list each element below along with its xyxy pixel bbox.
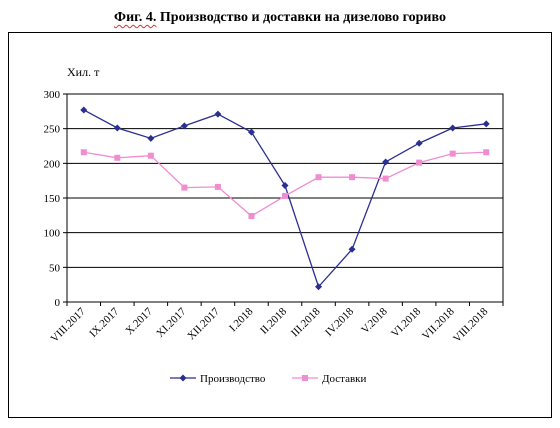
series-1-point: [449, 124, 457, 132]
series-1-point: [113, 124, 121, 132]
chart-title-rest: Производство и доставки на дизелово гори…: [156, 10, 446, 25]
series-2-point: [214, 183, 221, 190]
x-tick-label: III.2018: [289, 305, 323, 339]
x-tick-label: VI.2018: [389, 305, 424, 340]
series-1-point: [415, 139, 423, 147]
series-1-point: [315, 283, 323, 291]
x-tick-label: X.2017: [123, 305, 155, 337]
legend: Производство Доставки: [170, 373, 367, 385]
x-tick-label: I.2018: [227, 305, 256, 334]
x-tick-label: II.2018: [258, 305, 290, 337]
y-tick-label: 50: [49, 262, 61, 274]
legend-label: Производство: [200, 373, 266, 385]
series-1-point: [80, 106, 88, 114]
y-tick-label: 150: [44, 193, 61, 205]
series-2-point: [483, 149, 490, 156]
series-1-point: [147, 134, 155, 142]
series-1-point: [281, 182, 289, 190]
plot-area: 0 50 100 150 200 250 300 VIII.2017 IX.2017 X.2017…: [44, 89, 504, 345]
series-1-point: [482, 120, 490, 128]
series-1-point: [382, 158, 390, 166]
y-tick-label: 250: [44, 124, 61, 136]
series-2-point: [147, 152, 154, 159]
series-2-point: [416, 159, 423, 166]
chart-frame: [8, 32, 552, 418]
x-tick-label: IV.2018: [323, 305, 357, 339]
y-axis-label: Хил. т: [67, 65, 100, 79]
series-1-point: [214, 110, 222, 118]
series-2-point: [382, 175, 389, 182]
y-tick-label: 100: [44, 228, 61, 240]
series-2-point: [449, 150, 456, 157]
legend-swatch-marker: [302, 375, 308, 381]
series-2-point: [315, 174, 322, 181]
x-tick-label: V.2018: [359, 305, 390, 336]
series-2-point: [114, 154, 121, 161]
legend-swatch-marker: [179, 374, 187, 382]
chart-title: Фиг. 4. Производство и доставки на дизел…: [0, 10, 560, 26]
series-2-point: [80, 149, 87, 156]
x-tick-label: XI.2017: [154, 305, 189, 340]
x-tick-label: XII.2017: [185, 305, 222, 342]
series-2-point: [282, 192, 288, 199]
legend-label: Доставки: [322, 373, 367, 385]
series-1-point: [180, 122, 188, 130]
series-2-point: [248, 213, 255, 220]
series-1-point: [247, 128, 255, 136]
series-2-point: [349, 174, 356, 181]
x-tick-label: IX.2017: [87, 305, 122, 340]
chart-title-lead: Фиг. 4.: [114, 10, 157, 25]
series-1-point: [348, 245, 356, 253]
series-2-point: [181, 184, 188, 191]
y-tick-label: 0: [55, 297, 61, 309]
x-tick-label: VIII.2018: [451, 305, 491, 345]
y-tick-label: 300: [44, 89, 61, 101]
y-tick-label: 200: [44, 158, 61, 170]
x-tick-label: VIII.2017: [49, 305, 89, 345]
